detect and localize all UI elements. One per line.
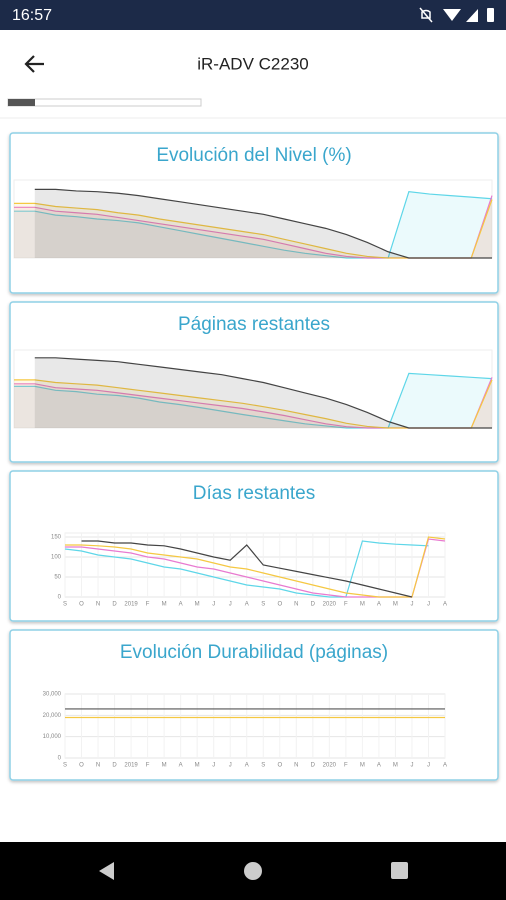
card-title: Páginas restantes: [178, 314, 330, 335]
series-line: [34, 357, 492, 429]
card: [9, 301, 499, 463]
nav-home[interactable]: [244, 862, 262, 880]
x-tick-label: D: [112, 602, 117, 608]
plot-frame: [13, 179, 493, 259]
y-tick-label: 100: [51, 555, 62, 561]
x-tick-label: M: [195, 602, 200, 608]
x-tick-label: 2020: [323, 763, 337, 769]
x-tick-label: J: [410, 763, 413, 769]
series-area: [34, 357, 493, 428]
y-tick-label: 150: [51, 535, 62, 541]
x-tick-label: F: [146, 602, 150, 608]
x-tick-label: J: [410, 602, 413, 608]
x-tick-label: N: [96, 602, 100, 608]
back-button[interactable]: [24, 55, 44, 73]
y-tick-label: 30,000: [43, 692, 62, 698]
x-tick-label: A: [377, 602, 381, 608]
x-tick-label: J: [427, 602, 430, 608]
x-tick-label: A: [443, 763, 447, 769]
x-tick-label: S: [63, 602, 67, 608]
x-tick-label: O: [79, 763, 84, 769]
x-tick-label: D: [311, 602, 316, 608]
x-tick-label: A: [443, 602, 447, 608]
x-tick-label: O: [79, 602, 84, 608]
x-tick-label: M: [360, 602, 365, 608]
x-tick-label: A: [179, 763, 183, 769]
x-tick-label: J: [212, 602, 215, 608]
series-area: [14, 191, 492, 258]
card-title: Días restantes: [193, 483, 316, 504]
card-title: Evolución del Nivel (%): [156, 145, 351, 166]
x-tick-label: 2019: [124, 763, 138, 769]
x-tick-label: N: [96, 763, 100, 769]
x-tick-label: F: [344, 602, 348, 608]
status-icons: [419, 7, 494, 23]
x-tick-label: A: [179, 602, 183, 608]
x-tick-label: J: [212, 763, 215, 769]
x-tick-label: A: [377, 763, 381, 769]
x-tick-label: S: [261, 763, 265, 769]
series-area: [14, 377, 492, 428]
cards: Evolución del Nivel (%) Páginas restantes…: [9, 132, 499, 781]
card-title: Evolución Durabilidad (páginas): [120, 642, 388, 663]
y-tick-label: 0: [58, 756, 62, 762]
plot-frame: [13, 349, 493, 429]
header-title: iR-ADV C2230: [197, 54, 309, 73]
x-tick-label: J: [229, 763, 232, 769]
progress-track: [7, 98, 202, 107]
x-tick-label: S: [63, 763, 67, 769]
x-tick-label: 2020: [323, 602, 337, 608]
series-line: [65, 536, 446, 598]
x-tick-label: N: [294, 602, 298, 608]
y-tick-label: 20,000: [43, 713, 62, 719]
series-line: [64, 540, 429, 598]
y-tick-label: 0: [58, 595, 62, 601]
x-tick-label: F: [344, 763, 348, 769]
card: [9, 629, 499, 781]
x-tick-label: S: [261, 602, 265, 608]
series-area: [14, 373, 492, 428]
nav-back[interactable]: [99, 862, 114, 880]
x-tick-label: M: [195, 763, 200, 769]
x-tick-label: D: [112, 763, 117, 769]
series-area: [14, 199, 492, 258]
x-tick-label: M: [360, 763, 365, 769]
x-tick-label: F: [146, 763, 150, 769]
x-tick-label: A: [245, 763, 249, 769]
series-line: [14, 191, 493, 259]
x-tick-label: J: [229, 602, 232, 608]
series-line: [34, 188, 492, 259]
x-tick-label: J: [427, 763, 430, 769]
status-time: 16:57: [12, 7, 52, 24]
x-tick-label: M: [393, 602, 398, 608]
x-tick-label: D: [311, 763, 316, 769]
nav-recents[interactable]: [391, 862, 408, 879]
series-area: [34, 189, 493, 258]
x-tick-label: 2019: [124, 602, 138, 608]
x-tick-label: M: [393, 763, 398, 769]
progress-fill: [8, 99, 35, 106]
x-tick-label: A: [245, 602, 249, 608]
x-tick-label: N: [294, 763, 298, 769]
y-tick-label: 50: [54, 575, 61, 581]
x-tick-label: O: [277, 763, 282, 769]
series-line: [14, 372, 493, 429]
series-line: [81, 540, 413, 598]
card: [9, 470, 499, 622]
series-area: [14, 379, 492, 428]
y-tick-label: 10,000: [43, 734, 62, 740]
series-area: [14, 195, 492, 258]
x-tick-label: O: [277, 602, 282, 608]
x-tick-label: M: [162, 763, 167, 769]
x-tick-label: M: [162, 602, 167, 608]
